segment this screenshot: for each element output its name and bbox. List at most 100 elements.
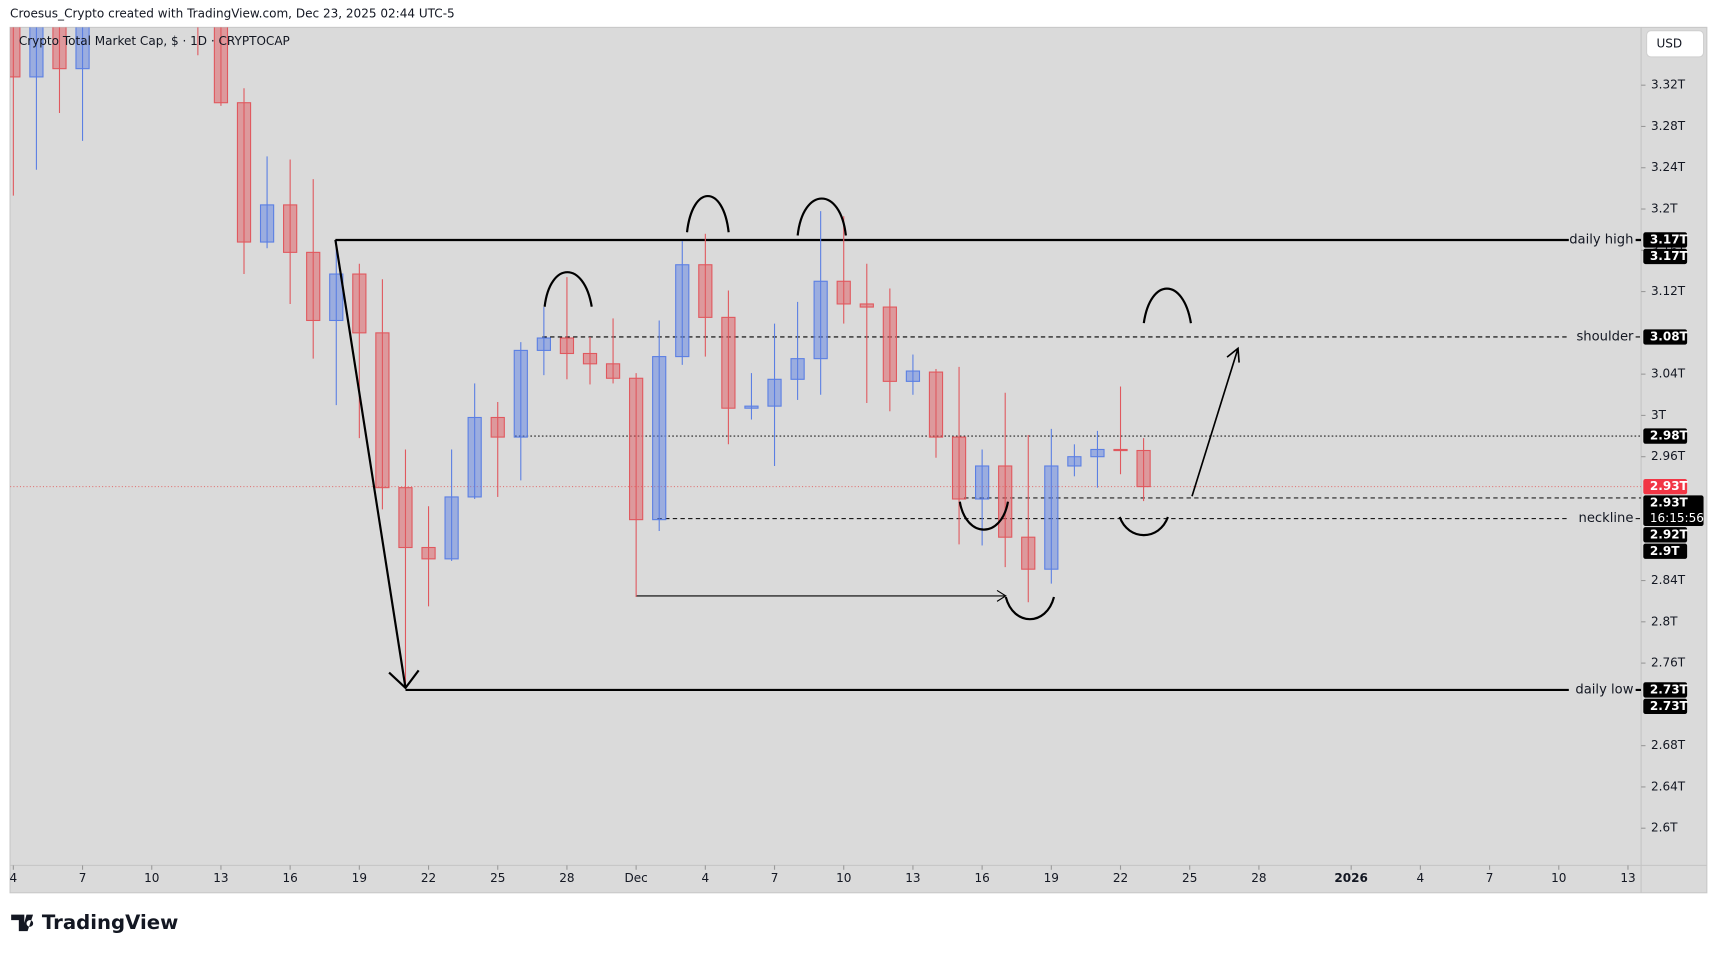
x-tick-label: 13 bbox=[1620, 871, 1635, 885]
head-arc bbox=[685, 195, 730, 233]
logo-icon bbox=[11, 914, 34, 932]
candle-body bbox=[52, 27, 67, 70]
candle-body bbox=[698, 264, 713, 318]
price-badge-label: 2.73T bbox=[1650, 682, 1689, 696]
candle-body bbox=[283, 204, 298, 253]
plot-area bbox=[10, 27, 1642, 692]
price-badge bbox=[1643, 682, 1688, 698]
candle-body bbox=[306, 251, 321, 322]
price-badge-label: 2.98T bbox=[1650, 429, 1689, 443]
currency-button[interactable] bbox=[1646, 30, 1705, 58]
level-label: daily high bbox=[1569, 232, 1633, 247]
logo-text: TradingView bbox=[42, 911, 179, 934]
y-tick-label: 3.28T bbox=[1651, 119, 1686, 133]
y-tick-label: 3T bbox=[1651, 408, 1667, 422]
x-tick-label: 28 bbox=[559, 871, 574, 885]
candle-body bbox=[790, 358, 805, 380]
candle-body bbox=[213, 27, 229, 104]
candle-body bbox=[559, 337, 575, 355]
x-tick-label: 25 bbox=[490, 871, 505, 885]
y-tick-label: 2.8T bbox=[1651, 614, 1678, 628]
candle-body bbox=[882, 306, 897, 382]
candle-body bbox=[421, 546, 436, 560]
price-badge bbox=[1643, 428, 1688, 444]
price-badge bbox=[1643, 232, 1688, 248]
x-tick-label: 10 bbox=[144, 871, 159, 885]
price-badge bbox=[1643, 248, 1688, 265]
head-arc bbox=[796, 197, 847, 236]
x-tick-label: 4 bbox=[1417, 871, 1425, 885]
shoulder-arc bbox=[543, 271, 593, 307]
y-tick-label: 3.04T bbox=[1651, 367, 1686, 381]
candle-body bbox=[1044, 465, 1059, 570]
y-tick-label: 2.96T bbox=[1651, 449, 1686, 463]
x-tick-label: 19 bbox=[352, 871, 367, 885]
chart-title: Crypto Total Market Cap, $ · 1D · CRYPTO… bbox=[19, 34, 290, 48]
price-badge-label: 2.93T bbox=[1650, 479, 1689, 493]
candle-body bbox=[236, 102, 252, 243]
x-tick-label: 7 bbox=[771, 871, 779, 885]
x-tick-label: 4 bbox=[702, 871, 710, 885]
y-tick-label: 2.76T bbox=[1651, 656, 1686, 670]
x-tick-label: 16 bbox=[282, 871, 297, 885]
price-badge-label: 2.9T bbox=[1650, 544, 1680, 558]
trough-arc bbox=[1118, 516, 1169, 537]
price-badge bbox=[1643, 495, 1704, 527]
x-tick-label: Dec bbox=[624, 871, 647, 885]
candle-body bbox=[744, 405, 759, 409]
candle-body bbox=[10, 27, 21, 78]
x-tick-label: 7 bbox=[1486, 871, 1494, 885]
candle-body bbox=[975, 465, 990, 500]
candle-body bbox=[352, 273, 367, 334]
y-tick-label: 3.12T bbox=[1651, 284, 1686, 298]
candle-body bbox=[329, 273, 344, 322]
candle-body bbox=[905, 370, 921, 382]
currency-label: USD bbox=[1656, 36, 1682, 50]
y-tick-label: 2.68T bbox=[1651, 738, 1686, 752]
candle-body bbox=[721, 316, 736, 409]
candle-body bbox=[605, 363, 621, 379]
price-badge-label: 3.17T bbox=[1650, 249, 1689, 263]
price-badge bbox=[1643, 698, 1688, 715]
candle-body bbox=[652, 356, 667, 521]
header: Croesus_Crypto created with TradingView.… bbox=[10, 7, 455, 21]
range-arrow bbox=[636, 589, 1007, 602]
candle-body bbox=[1136, 449, 1151, 488]
price-badge-label: 2.92T bbox=[1650, 527, 1689, 541]
y-tick-label: 2.84T bbox=[1651, 573, 1686, 587]
x-tick-label: 13 bbox=[213, 871, 228, 885]
x-tick-label: 10 bbox=[1551, 871, 1566, 885]
price-badge-label: 3.17T bbox=[1650, 232, 1689, 246]
level-label: shoulder bbox=[1576, 329, 1634, 344]
x-tick-label: 19 bbox=[1044, 871, 1059, 885]
x-tick-label: 13 bbox=[905, 871, 920, 885]
candle-body bbox=[398, 487, 413, 549]
x-tick-label: 22 bbox=[1113, 871, 1128, 885]
candle-body bbox=[375, 332, 390, 489]
projection-arrow bbox=[1191, 346, 1240, 497]
candle-body bbox=[259, 204, 275, 243]
y-tick-label: 2.6T bbox=[1651, 821, 1678, 835]
candle-body bbox=[467, 416, 482, 498]
candle-body bbox=[75, 27, 90, 70]
y-tick-label: 3.32T bbox=[1651, 78, 1686, 92]
level-label: neckline bbox=[1579, 511, 1634, 526]
candle-body bbox=[928, 371, 944, 438]
x-tick-label: 16 bbox=[974, 871, 989, 885]
trend-arrow bbox=[334, 239, 420, 690]
price-badge-label: 2.73T bbox=[1650, 699, 1689, 713]
candle-body bbox=[582, 352, 598, 365]
chart-panel bbox=[9, 26, 1708, 894]
candle-body bbox=[444, 496, 459, 560]
trough-arc bbox=[958, 501, 1010, 531]
candle-body bbox=[1067, 456, 1082, 467]
x-tick-label: 7 bbox=[79, 871, 87, 885]
y-tick-label: 2.64T bbox=[1651, 779, 1686, 793]
price-badge-label: 2.93T bbox=[1650, 496, 1689, 510]
trough-arc bbox=[1004, 596, 1056, 621]
drawings bbox=[334, 195, 1240, 690]
logo: TradingView bbox=[11, 911, 178, 934]
candle-body bbox=[813, 280, 828, 360]
candle-body bbox=[998, 465, 1013, 538]
candle-body bbox=[629, 377, 644, 521]
